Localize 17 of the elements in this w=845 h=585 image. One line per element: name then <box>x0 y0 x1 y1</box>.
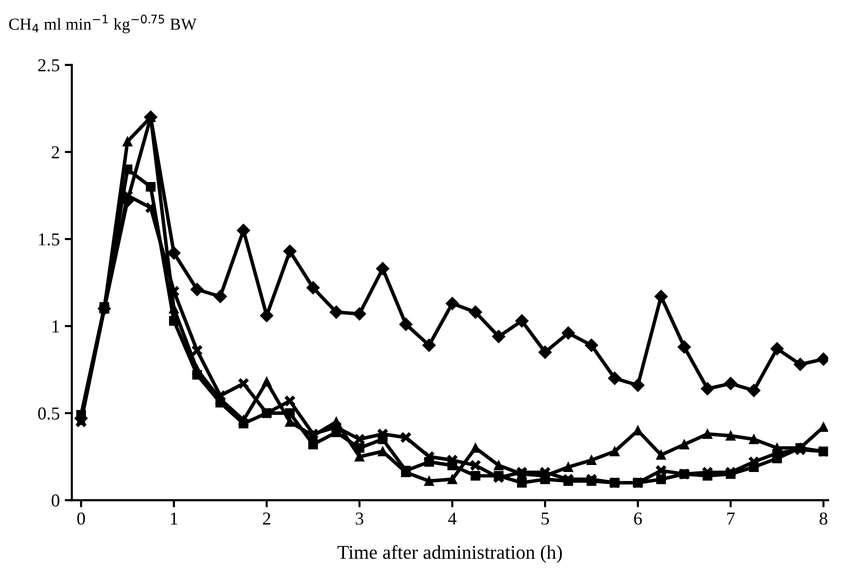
y-tick-label: 2.5 <box>38 59 60 72</box>
x-tick-label: 5 <box>542 512 549 525</box>
y-tick-label: 2 <box>52 146 60 158</box>
x-tick-label: 2 <box>262 512 270 525</box>
y-tick-label: 0.5 <box>38 407 60 420</box>
y-axis-title: CH$_{4}$ ml min$^{−1}$ kg$^{−0.75}$ BW <box>9 14 197 34</box>
y-tick-label: 1 <box>52 320 59 332</box>
y-tick-label: 1.5 <box>39 233 60 246</box>
x-tick-label: 3 <box>356 512 364 525</box>
x-tick-label: 0 <box>77 512 85 525</box>
x-axis-title: Time after administration (h) <box>338 545 562 563</box>
x-tick-label: 6 <box>634 512 642 525</box>
x-tick-label: 7 <box>727 512 735 525</box>
x-tick-label: 4 <box>448 512 457 525</box>
x-tick-label: 1 <box>170 512 178 525</box>
y-tick-label: 0 <box>52 494 60 507</box>
x-tick-label: 8 <box>820 512 828 525</box>
